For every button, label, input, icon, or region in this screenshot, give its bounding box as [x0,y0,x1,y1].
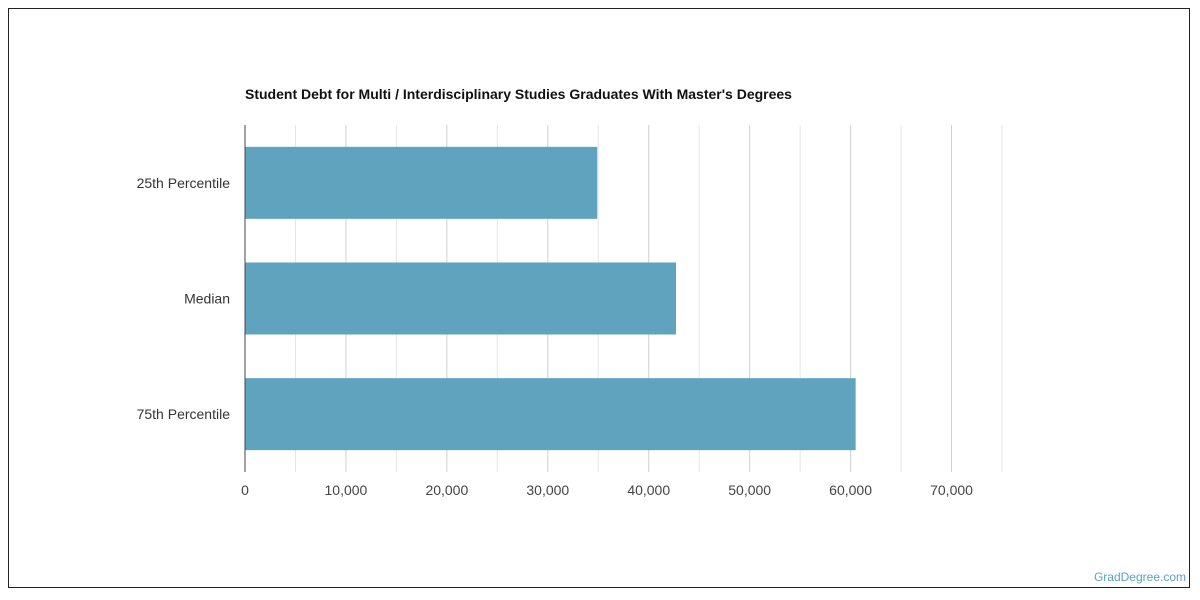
category-label: 25th Percentile [137,175,231,191]
bar-75th-percentile [245,378,856,451]
x-tick-label: 10,000 [325,482,368,498]
bars [245,146,856,451]
category-label: 75th Percentile [137,406,231,422]
bar-25th-percentile [245,146,598,219]
labels: 25th Percentile Median 75th Percentile 0 10,… [137,175,974,498]
x-tick-label: 40,000 [627,482,670,498]
x-tick-label: 20,000 [425,482,468,498]
bar-median [245,262,676,335]
watermark: GradDegree.com [1093,570,1186,584]
chart-title: Student Debt for Multi / Interdisciplina… [245,86,792,102]
x-tick-label: 60,000 [829,482,872,498]
chart-frame [8,8,1190,588]
x-tick-label: 70,000 [930,482,973,498]
x-tick-label: 50,000 [728,482,771,498]
category-label: Median [184,291,230,307]
x-tick-label: 30,000 [526,482,569,498]
x-tick-label: 0 [241,482,249,498]
